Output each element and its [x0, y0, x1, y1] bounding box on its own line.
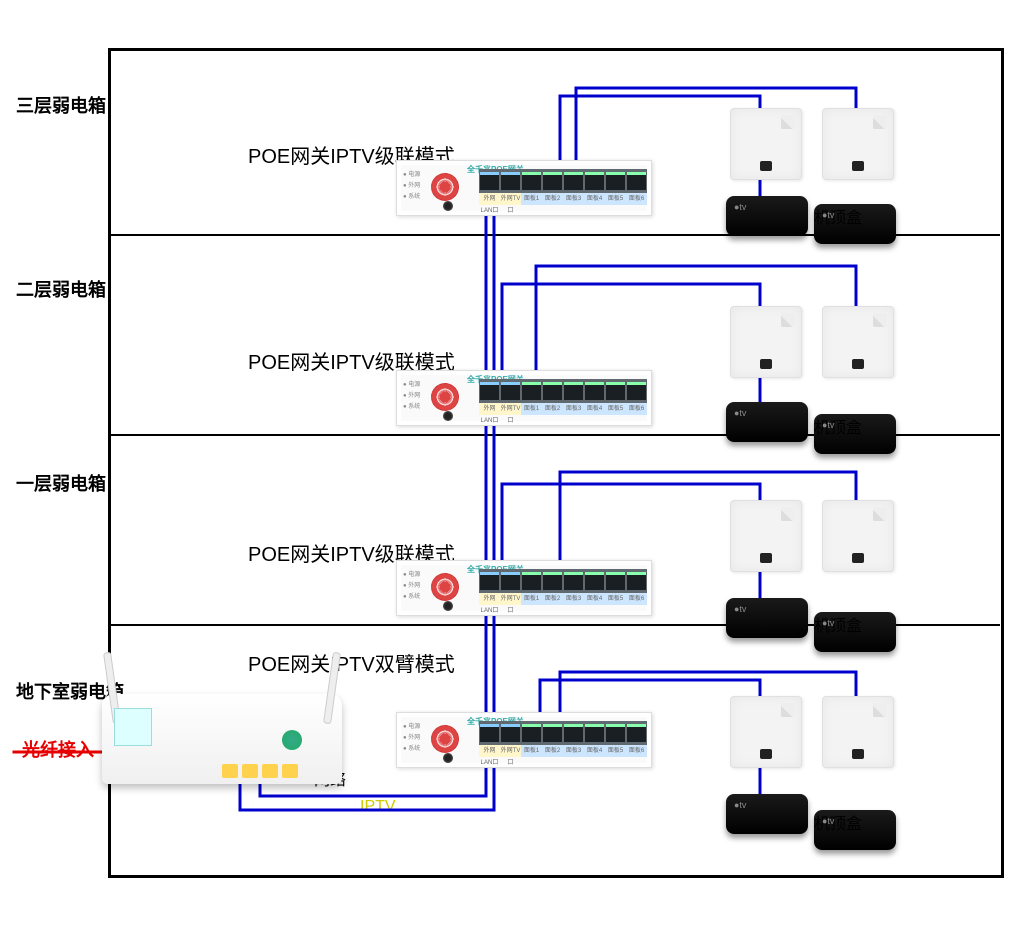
- iptv-label: IPTV: [360, 798, 396, 816]
- wall-outlet: [730, 696, 802, 768]
- port-labels: 外网LAN口外网TV口面板1面板2面板3面板4面板5面板6: [479, 593, 647, 605]
- set-top-box: [726, 402, 808, 442]
- port-labels: 外网LAN口外网TV口面板1面板2面板3面板4面板5面板6: [479, 745, 647, 757]
- stb-label-1f: 机顶盒: [814, 612, 896, 652]
- watermark-title: 路由器: [949, 927, 991, 943]
- diagram-canvas: 三层弱电箱 二层弱电箱 一层弱电箱 地下室弱电箱 POE网关IPTV级联模式 P…: [0, 0, 1018, 938]
- ont-modem: [102, 694, 342, 784]
- wall-outlet: [822, 696, 894, 768]
- wall-outlet: [730, 306, 802, 378]
- wall-outlet: [730, 500, 802, 572]
- port-labels: 外网LAN口外网TV口面板1面板2面板3面板4面板5面板6: [479, 403, 647, 415]
- poe-gateway-1f: ● 电源● 外网● 系统 全千兆POE网关 外网LAN口外网TV口面板1面板2面…: [396, 560, 652, 616]
- wall-outlet: [822, 306, 894, 378]
- wall-outlet: [730, 108, 802, 180]
- port-labels: 外网LAN口外网TV口面板1面板2面板3面板4面板5面板6: [479, 193, 647, 205]
- poe-gateway-b1: ● 电源● 外网● 系统 全千兆POE网关 外网LAN口外网TV口面板1面板2面…: [396, 712, 652, 768]
- stb-label-3f: 机顶盒: [814, 204, 896, 244]
- watermark: 路由器 luyouqi.com: [934, 886, 1006, 926]
- set-top-box: [726, 598, 808, 638]
- watermark-sub: luyouqi.com: [943, 942, 997, 950]
- poe-gateway-3f: ● 电源● 外网● 系统 全千兆POE网关 外网LAN口外网TV口面板1面板2面…: [396, 160, 652, 216]
- floor-label-2f: 二层弱电箱: [16, 276, 106, 302]
- poe-gateway-2f: ● 电源● 外网● 系统 全千兆POE网关 外网LAN口外网TV口面板1面板2面…: [396, 370, 652, 426]
- stb-label-2f: 机顶盒: [814, 414, 896, 454]
- floor-label-3f: 三层弱电箱: [16, 92, 106, 118]
- wall-outlet: [822, 108, 894, 180]
- floor-label-1f: 一层弱电箱: [16, 470, 106, 496]
- set-top-box: [726, 794, 808, 834]
- set-top-box: [726, 196, 808, 236]
- stb-label-b1: 机顶盒: [814, 810, 896, 850]
- router-icon: [949, 886, 991, 928]
- mode-label-b1: POE网关IPTV双臂模式: [248, 648, 455, 677]
- fiber-label: 光纤接入: [22, 736, 94, 762]
- wall-outlet: [822, 500, 894, 572]
